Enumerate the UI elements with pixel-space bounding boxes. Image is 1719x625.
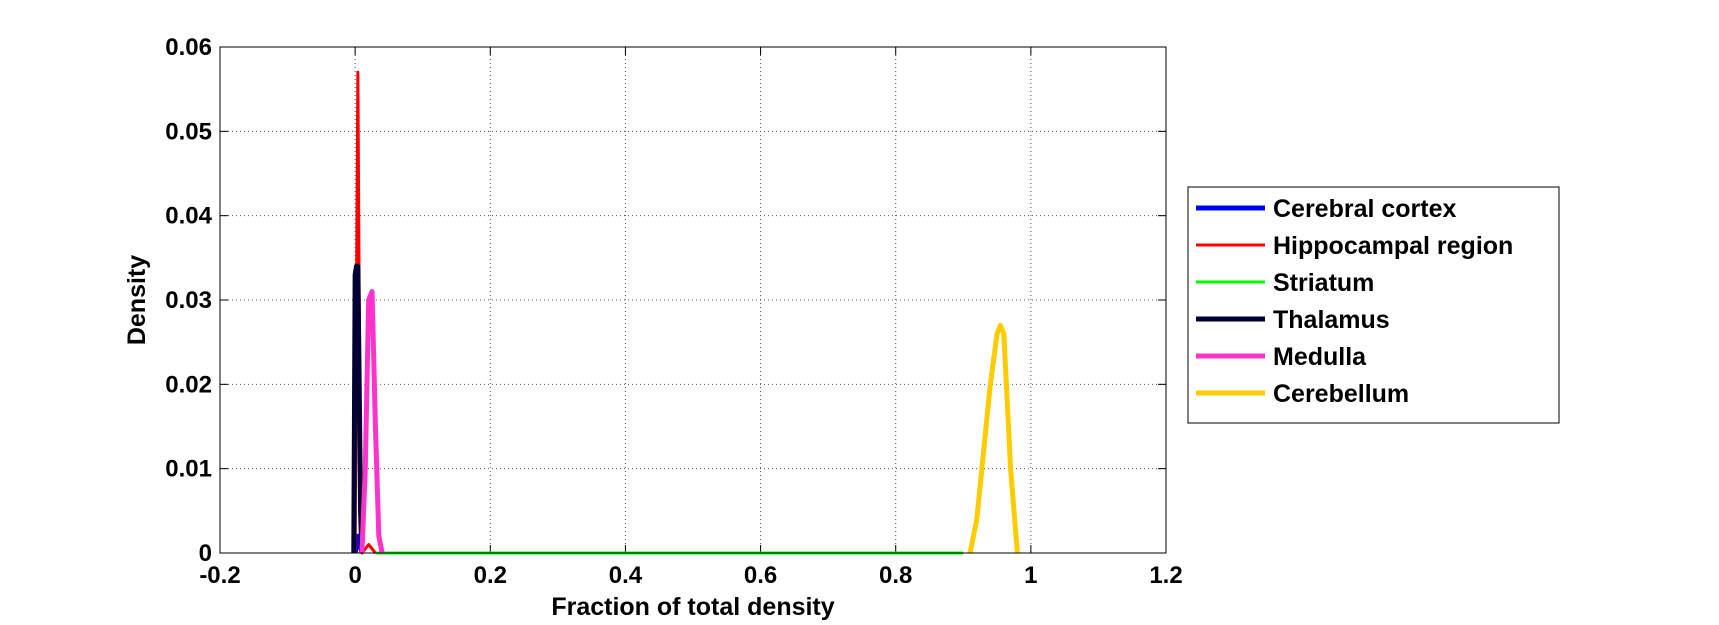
legend-label: Cerebral cortex bbox=[1273, 195, 1457, 223]
x-tick-label: 1 bbox=[1024, 562, 1037, 589]
x-tick-label: 0 bbox=[348, 562, 361, 589]
legend-box bbox=[1187, 186, 1560, 424]
plot-frame bbox=[219, 46, 1167, 554]
x-tick-label: 0.4 bbox=[609, 562, 643, 589]
legend-label: Hippocampal region bbox=[1273, 232, 1513, 260]
legend-label: Striatum bbox=[1273, 269, 1374, 297]
data-line bbox=[351, 263, 365, 554]
y-tick-label: 0.04 bbox=[165, 203, 212, 230]
legend-label: Cerebellum bbox=[1273, 380, 1409, 408]
x-tick-label: 0.2 bbox=[474, 562, 507, 589]
y-tick-label: 0.02 bbox=[165, 371, 212, 398]
data-line bbox=[359, 289, 385, 554]
y-tick-label: 0.06 bbox=[165, 34, 212, 61]
y-axis-label: Density bbox=[123, 255, 151, 345]
y-tick-label: 0.03 bbox=[165, 287, 212, 314]
x-axis-label: Fraction of total density bbox=[551, 593, 834, 621]
x-tick-label: 0.6 bbox=[744, 562, 777, 589]
y-tick-label: 0.01 bbox=[165, 456, 212, 483]
x-tick-label: -0.2 bbox=[199, 562, 240, 589]
y-tick-label: 0 bbox=[199, 540, 212, 567]
x-tick-label: 1.2 bbox=[1149, 562, 1182, 589]
data-line bbox=[967, 322, 1020, 554]
legend-label: Thalamus bbox=[1273, 306, 1390, 334]
x-tick-label: 0.8 bbox=[879, 562, 912, 589]
y-tick-label: 0.05 bbox=[165, 118, 212, 145]
legend-label: Medulla bbox=[1273, 343, 1367, 371]
